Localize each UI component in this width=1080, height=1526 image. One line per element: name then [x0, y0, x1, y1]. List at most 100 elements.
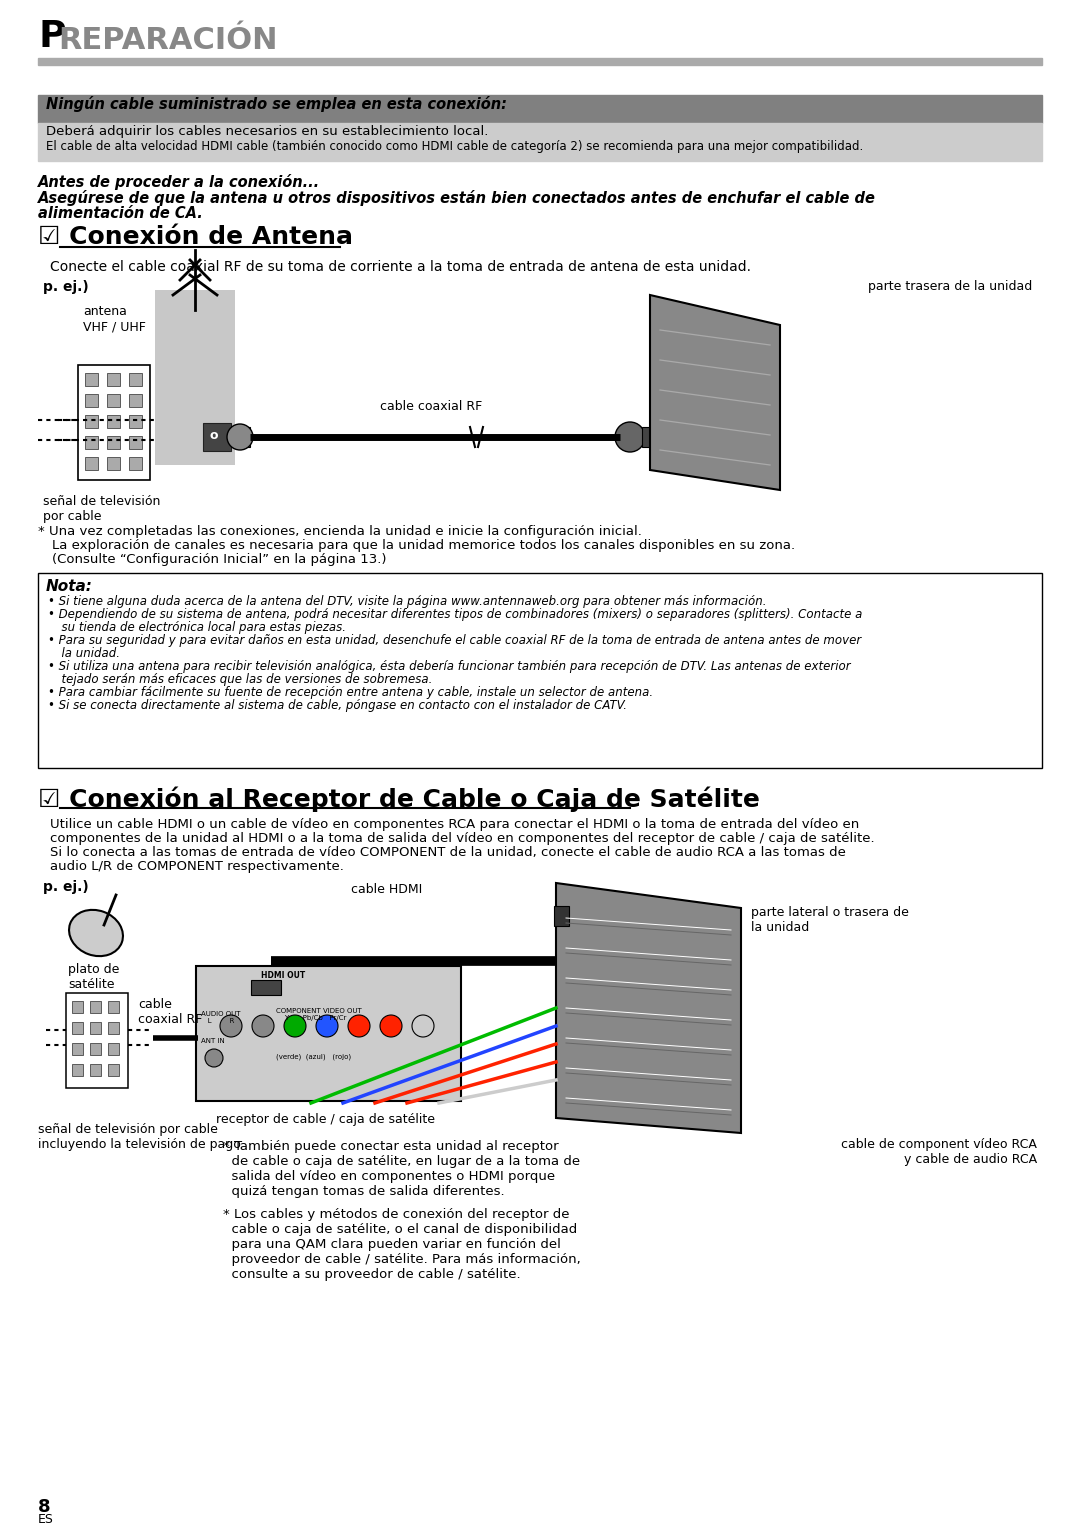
Circle shape	[205, 1048, 222, 1067]
Text: plato de
satélite: plato de satélite	[68, 963, 120, 990]
Text: (verde)  (azul)   (rojo): (verde) (azul) (rojo)	[276, 1054, 351, 1061]
Text: ANT IN: ANT IN	[201, 1038, 225, 1044]
Text: salida del vídeo en componentes o HDMI porque: salida del vídeo en componentes o HDMI p…	[222, 1170, 555, 1183]
Text: • Si se conecta directamente al sistema de cable, póngase en contacto con el ins: • Si se conecta directamente al sistema …	[48, 699, 627, 713]
Bar	[85, 394, 98, 407]
Text: o: o	[210, 429, 218, 443]
Bar	[38, 124, 1042, 162]
Bar	[78, 365, 150, 481]
Text: Asegúrese de que la antena u otros dispositivos están bien conectados antes de e: Asegúrese de que la antena u otros dispo…	[38, 191, 876, 206]
Bar	[72, 1001, 83, 1013]
Bar	[107, 372, 120, 386]
Text: Conecte el cable coaxial RF de su toma de corriente a la toma de entrada de ante: Conecte el cable coaxial RF de su toma d…	[50, 259, 751, 275]
Text: p. ej.): p. ej.)	[43, 881, 89, 894]
Bar	[72, 1042, 83, 1054]
Text: COMPONENT VIDEO OUT
    Y      Pb/Cb   Pr/Cr: COMPONENT VIDEO OUT Y Pb/Cb Pr/Cr	[276, 1009, 362, 1021]
Bar	[90, 1022, 102, 1035]
Text: parte trasera de la unidad: parte trasera de la unidad	[867, 279, 1032, 293]
Text: parte lateral o trasera de
la unidad: parte lateral o trasera de la unidad	[751, 906, 909, 934]
Polygon shape	[650, 295, 780, 490]
Bar	[129, 436, 141, 449]
Circle shape	[227, 424, 253, 450]
Text: señal de televisión
por cable: señal de televisión por cable	[43, 494, 160, 523]
Text: P: P	[38, 18, 66, 55]
Circle shape	[615, 423, 645, 452]
Text: 8: 8	[38, 1499, 51, 1515]
Bar	[554, 906, 569, 926]
Text: AUDIO OUT
   L        R: AUDIO OUT L R	[201, 1012, 241, 1024]
Text: señal de televisión por cable
incluyendo la televisión de pago: señal de televisión por cable incluyendo…	[38, 1123, 241, 1151]
Bar	[108, 1022, 119, 1035]
Bar	[85, 436, 98, 449]
Text: ☑ Conexión al Receptor de Cable o Caja de Satélite: ☑ Conexión al Receptor de Cable o Caja d…	[38, 786, 760, 812]
Ellipse shape	[69, 909, 123, 957]
Text: • Si tiene alguna duda acerca de la antena del DTV, visite la página www.antenna: • Si tiene alguna duda acerca de la ante…	[48, 595, 767, 607]
Bar	[107, 415, 120, 427]
Circle shape	[284, 1015, 306, 1038]
Text: componentes de la unidad al HDMI o a la toma de salida del vídeo en componentes : componentes de la unidad al HDMI o a la …	[50, 832, 875, 845]
Bar	[108, 1064, 119, 1076]
Bar	[107, 436, 120, 449]
Text: • Para su seguridad y para evitar daños en esta unidad, desenchufe el cable coax: • Para su seguridad y para evitar daños …	[48, 633, 861, 647]
Text: consulte a su proveedor de cable / satélite.: consulte a su proveedor de cable / satél…	[222, 1268, 521, 1280]
Text: la unidad.: la unidad.	[54, 647, 120, 661]
Text: * También puede conectar esta unidad al receptor: * También puede conectar esta unidad al …	[222, 1140, 558, 1154]
Circle shape	[411, 1015, 434, 1038]
Text: El cable de alta velocidad HDMI cable (también conocido como HDMI cable de categ: El cable de alta velocidad HDMI cable (t…	[46, 140, 863, 153]
Text: Nota:: Nota:	[46, 578, 93, 594]
Bar	[129, 415, 141, 427]
Bar	[203, 423, 231, 452]
Bar	[72, 1022, 83, 1035]
Text: de cable o caja de satélite, en lugar de a la toma de: de cable o caja de satélite, en lugar de…	[222, 1155, 580, 1167]
Text: Si lo conecta a las tomas de entrada de vídeo COMPONENT de la unidad, conecte el: Si lo conecta a las tomas de entrada de …	[50, 845, 846, 859]
Text: para una QAM clara pueden variar en función del: para una QAM clara pueden variar en func…	[222, 1238, 561, 1251]
Bar	[38, 572, 1042, 768]
Text: antena
VHF / UHF: antena VHF / UHF	[83, 305, 146, 333]
Bar	[90, 1064, 102, 1076]
Bar	[195, 966, 461, 1100]
Bar	[251, 980, 281, 995]
Bar	[72, 1064, 83, 1076]
Text: • Para cambiar fácilmente su fuente de recepción entre antena y cable, instale u: • Para cambiar fácilmente su fuente de r…	[48, 687, 653, 699]
Text: cable coaxial RF: cable coaxial RF	[380, 400, 483, 414]
Text: * Una vez completadas las conexiones, encienda la unidad e inicie la configuraci: * Una vez completadas las conexiones, en…	[38, 525, 642, 539]
Bar	[108, 1001, 119, 1013]
Bar	[85, 415, 98, 427]
Text: quizá tengan tomas de salida diferentes.: quizá tengan tomas de salida diferentes.	[222, 1186, 504, 1198]
Bar	[90, 1001, 102, 1013]
Bar	[235, 427, 249, 447]
Bar	[38, 58, 1042, 66]
Bar	[642, 427, 654, 447]
Circle shape	[220, 1015, 242, 1038]
Text: receptor de cable / caja de satélite: receptor de cable / caja de satélite	[216, 1112, 435, 1126]
Text: La exploración de canales es necesaria para que la unidad memorice todos los can: La exploración de canales es necesaria p…	[52, 539, 795, 552]
Bar	[85, 372, 98, 386]
Text: HDMI OUT: HDMI OUT	[261, 971, 306, 980]
Circle shape	[252, 1015, 274, 1038]
Text: cable
coaxial RF: cable coaxial RF	[138, 998, 202, 1025]
Bar	[129, 372, 141, 386]
Text: (Consulte “Configuración Inicial” en la página 13.): (Consulte “Configuración Inicial” en la …	[52, 552, 387, 566]
Text: audio L/R de COMPONENT respectivamente.: audio L/R de COMPONENT respectivamente.	[50, 861, 343, 873]
Text: ES: ES	[38, 1512, 54, 1526]
Text: * Los cables y métodos de conexión del receptor de: * Los cables y métodos de conexión del r…	[222, 1209, 569, 1221]
Text: su tienda de electrónica local para estas piezas.: su tienda de electrónica local para esta…	[54, 621, 346, 633]
Bar	[107, 456, 120, 470]
Text: • Dependiendo de su sistema de antena, podrá necesitar diferentes tipos de combi: • Dependiendo de su sistema de antena, p…	[48, 607, 862, 621]
Text: p. ej.): p. ej.)	[43, 279, 89, 295]
Bar	[129, 394, 141, 407]
Text: proveedor de cable / satélite. Para más información,: proveedor de cable / satélite. Para más …	[222, 1253, 581, 1267]
Text: cable HDMI: cable HDMI	[351, 884, 422, 896]
Circle shape	[316, 1015, 338, 1038]
Text: cable de component vídeo RCA
y cable de audio RCA: cable de component vídeo RCA y cable de …	[841, 1138, 1037, 1166]
Circle shape	[380, 1015, 402, 1038]
Text: ☑ Conexión de Antena: ☑ Conexión de Antena	[38, 224, 353, 249]
Text: tejado serán más eficaces que las de versiones de sobremesa.: tejado serán más eficaces que las de ver…	[54, 673, 432, 687]
Text: alimentación de CA.: alimentación de CA.	[38, 206, 203, 221]
Text: Ningún cable suministrado se emplea en esta conexión:: Ningún cable suministrado se emplea en e…	[46, 96, 507, 111]
Circle shape	[348, 1015, 370, 1038]
Bar	[108, 1042, 119, 1054]
Text: Deberá adquirir los cables necesarios en su establecimiento local.: Deberá adquirir los cables necesarios en…	[46, 125, 488, 137]
Bar	[85, 456, 98, 470]
Text: Antes de proceder a la conexión...: Antes de proceder a la conexión...	[38, 174, 320, 191]
